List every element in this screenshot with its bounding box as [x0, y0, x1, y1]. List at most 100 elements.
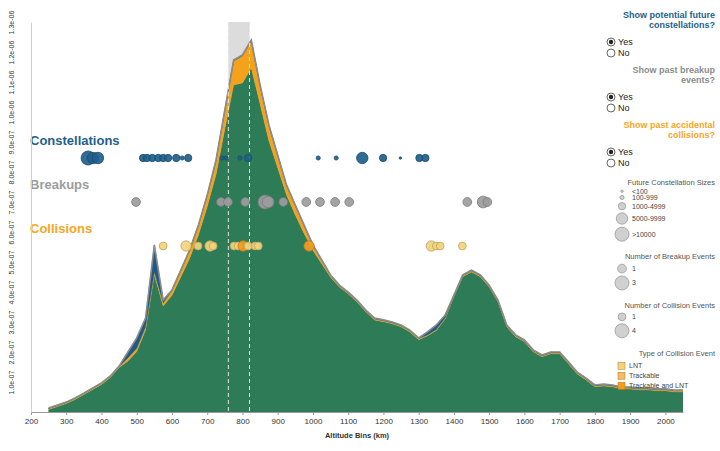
- x-tick-label: 2000: [657, 417, 675, 426]
- radio-label[interactable]: No: [618, 103, 630, 113]
- bubble: [483, 198, 492, 207]
- legend-swatch: [618, 382, 625, 389]
- control-label: Show past breakup: [632, 65, 715, 75]
- legend-title: Number of Breakup Events: [625, 252, 715, 261]
- bubble: [132, 198, 141, 207]
- radio-dot[interactable]: [609, 40, 613, 44]
- bubble: [316, 198, 325, 207]
- x-tick-label: 700: [201, 417, 215, 426]
- legend-label: >10000: [632, 231, 656, 238]
- x-tick: 800: [236, 412, 250, 426]
- x-tick: 700: [201, 412, 215, 426]
- radio-option[interactable]: No: [607, 48, 630, 58]
- x-tick-mark: [66, 412, 67, 415]
- radio-label[interactable]: Yes: [618, 92, 633, 102]
- radio-dot[interactable]: [609, 95, 613, 99]
- radio-dot[interactable]: [609, 150, 613, 154]
- bubble: [181, 241, 191, 251]
- x-tick-mark: [489, 412, 490, 415]
- y-tick-label: 2.0e-07: [8, 341, 15, 365]
- reference-line: [228, 22, 229, 412]
- radio-button[interactable]: [607, 93, 615, 101]
- x-tick: 500: [131, 412, 145, 426]
- y-tick: 3.0e-07: [8, 311, 31, 335]
- y-tick: 2.0e-07: [8, 341, 31, 365]
- x-tick-mark: [595, 412, 596, 415]
- bubble: [164, 154, 171, 161]
- radio-button[interactable]: [607, 159, 615, 167]
- x-tick-label: 1800: [586, 417, 604, 426]
- radio-button[interactable]: [607, 38, 615, 46]
- radio-option[interactable]: Yes: [607, 147, 633, 157]
- y-tick-label: 7.0e-07: [8, 191, 15, 215]
- radio-option[interactable]: No: [607, 158, 630, 168]
- legend-size-symbol: [615, 227, 629, 241]
- legend-size-symbol: [618, 203, 625, 210]
- radio-option[interactable]: No: [607, 103, 630, 113]
- legend-size-symbol: [621, 190, 623, 192]
- radio-option[interactable]: Yes: [607, 92, 633, 102]
- x-tick-mark: [665, 412, 666, 415]
- y-tick: 5.0e-07: [8, 251, 31, 275]
- y-tick: 6.0e-07: [8, 221, 31, 245]
- radio-label[interactable]: Yes: [618, 37, 633, 47]
- y-tick-label: 1.0e-06: [8, 101, 15, 125]
- radio-label[interactable]: No: [618, 48, 630, 58]
- radio-button[interactable]: [607, 104, 615, 112]
- y-tick-label: 8.0e-07: [8, 161, 15, 185]
- legend-swatch: [618, 372, 625, 379]
- control-label: events?: [681, 75, 715, 85]
- x-tick-mark: [137, 412, 138, 415]
- bubble: [173, 154, 180, 161]
- x-tick: 300: [60, 412, 74, 426]
- legend-size-symbol: [615, 276, 629, 290]
- legend-label: 1000-4999: [632, 203, 666, 210]
- legend-size-symbol: [616, 213, 627, 224]
- y-tick-label: 4.0e-07: [8, 281, 15, 305]
- x-tick-label: 800: [236, 417, 250, 426]
- x-tick-mark: [172, 412, 173, 415]
- legend-label: 3: [632, 279, 636, 286]
- x-tick-label: 1300: [410, 417, 428, 426]
- radio-button[interactable]: [607, 148, 615, 156]
- x-axis-line: [32, 412, 684, 413]
- x-tick-label: 400: [95, 417, 109, 426]
- bubble: [159, 242, 167, 250]
- row-heading: Constellations: [30, 133, 120, 148]
- x-tick-mark: [313, 412, 314, 415]
- x-tick-mark: [454, 412, 455, 415]
- x-tick-mark: [560, 412, 561, 415]
- row-heading: Collisions: [30, 221, 92, 236]
- x-tick: 600: [166, 412, 180, 426]
- x-tick: 2000: [657, 412, 675, 426]
- x-tick: 900: [272, 412, 286, 426]
- legend-label: Trackable: [629, 372, 660, 379]
- x-tick: 1200: [375, 412, 393, 426]
- radio-label[interactable]: No: [618, 158, 630, 168]
- bubble: [244, 242, 252, 250]
- legend-label: LNT: [629, 362, 643, 369]
- radio-label[interactable]: Yes: [618, 147, 633, 157]
- x-tick-label: 1400: [446, 417, 464, 426]
- y-tick-label: 1.3e-06: [8, 11, 15, 35]
- x-tick-mark: [630, 412, 631, 415]
- y-tick: 1.1e-06: [8, 71, 31, 95]
- bubble: [254, 242, 262, 250]
- bubble: [316, 156, 320, 160]
- x-tick-mark: [278, 412, 279, 415]
- x-tick-mark: [383, 412, 384, 415]
- radio-option[interactable]: Yes: [607, 37, 633, 47]
- area-layer: [49, 68, 683, 412]
- x-tick-label: 1200: [375, 417, 393, 426]
- radio-button[interactable]: [607, 49, 615, 57]
- y-tick: 7.0e-07: [8, 191, 31, 215]
- x-tick-mark: [101, 412, 102, 415]
- y-tick-label: 1.0e-07: [8, 371, 15, 395]
- x-tick-label: 500: [131, 417, 145, 426]
- legend-size-symbol: [618, 264, 627, 273]
- x-tick: 1600: [516, 412, 534, 426]
- x-tick: 200: [25, 412, 39, 426]
- x-axis-title: Altitude Bins (km): [325, 431, 390, 440]
- bubble: [224, 198, 233, 207]
- x-tick-mark: [242, 412, 243, 415]
